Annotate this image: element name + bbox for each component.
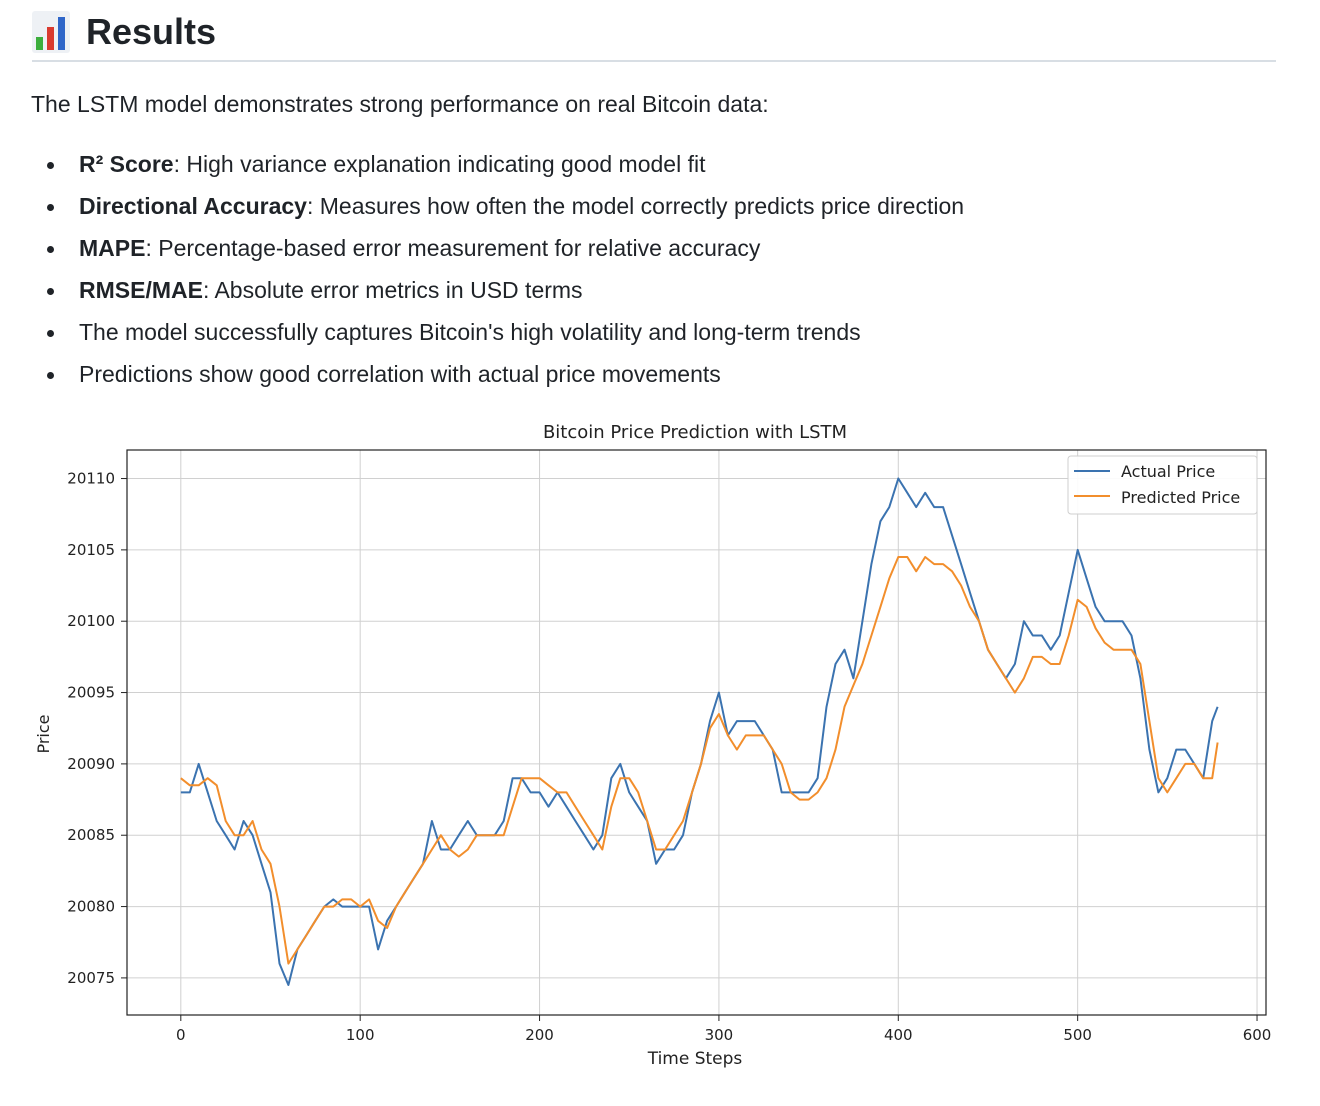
y-tick-label: 20075: [67, 969, 115, 987]
list-item-text: : Absolute error metrics in USD terms: [202, 277, 583, 303]
x-tick-label: 300: [705, 1026, 734, 1044]
x-tick-label: 0: [176, 1026, 186, 1044]
y-tick-label: 20085: [67, 826, 115, 844]
list-item-text: Predictions show good correlation with a…: [79, 361, 721, 387]
price-chart-svg: Bitcoin Price Prediction with LSTM 0 100 2…: [34, 422, 1271, 1069]
metrics-list: R² Score: High variance explanation indi…: [31, 146, 964, 398]
list-item-term: R² Score: [79, 151, 174, 177]
x-tick-label: 100: [346, 1026, 375, 1044]
bar-chart-icon: [32, 11, 70, 53]
axis-ticks: 0 100 200 300 400 500 600 20075 20080 20085 20090 2…: [67, 470, 1271, 1044]
y-tick-label: 20080: [67, 898, 115, 916]
results-heading: Results: [32, 4, 1276, 62]
list-item: Predictions show good correlation with a…: [31, 356, 964, 398]
page-title: Results: [86, 11, 217, 52]
list-item-term: Directional Accuracy: [79, 193, 307, 219]
x-tick-label: 500: [1063, 1026, 1092, 1044]
list-item-text: : Measures how often the model correctly…: [306, 193, 965, 219]
plot-frame: [126, 449, 1267, 1016]
x-axis-label: Time Steps: [647, 1049, 743, 1069]
legend-label-actual: Actual Price: [1121, 462, 1215, 481]
price-chart: Bitcoin Price Prediction with LSTM 0 100 2…: [0, 410, 1320, 1090]
list-item: The model successfully captures Bitcoin'…: [31, 314, 964, 356]
list-item: Directional Accuracy: Measures how often…: [31, 188, 964, 230]
legend: Actual Price Predicted Price: [1067, 455, 1258, 515]
series-lines: [180, 477, 1219, 986]
list-item-term: MAPE: [79, 235, 146, 261]
x-tick-label: 400: [884, 1026, 913, 1044]
list-item-text: : High variance explanation indicating g…: [173, 151, 706, 177]
actual-price-line: [180, 477, 1219, 986]
legend-label-predicted: Predicted Price: [1121, 488, 1240, 507]
y-axis-label: Price: [34, 714, 53, 753]
y-tick-label: 20095: [67, 684, 115, 702]
predicted-price-line: [180, 556, 1219, 965]
list-item-term: RMSE/MAE: [79, 277, 203, 303]
list-item-text: The model successfully captures Bitcoin'…: [79, 319, 861, 345]
x-tick-label: 600: [1243, 1026, 1272, 1044]
list-item: MAPE: Percentage-based error measurement…: [31, 230, 964, 272]
y-tick-label: 20105: [67, 541, 115, 559]
grid: [127, 450, 1266, 1015]
intro-text: The LSTM model demonstrates strong perfo…: [31, 91, 769, 117]
list-item: R² Score: High variance explanation indi…: [31, 146, 964, 188]
y-tick-label: 20090: [67, 755, 115, 773]
chart-title: Bitcoin Price Prediction with LSTM: [543, 422, 847, 443]
x-tick-label: 200: [525, 1026, 554, 1044]
list-item: RMSE/MAE: Absolute error metrics in USD …: [31, 272, 964, 314]
legend-box: [1067, 455, 1258, 515]
y-tick-label: 20110: [67, 470, 115, 488]
list-item-text: : Percentage-based error measurement for…: [145, 235, 761, 261]
y-tick-label: 20100: [67, 612, 115, 630]
